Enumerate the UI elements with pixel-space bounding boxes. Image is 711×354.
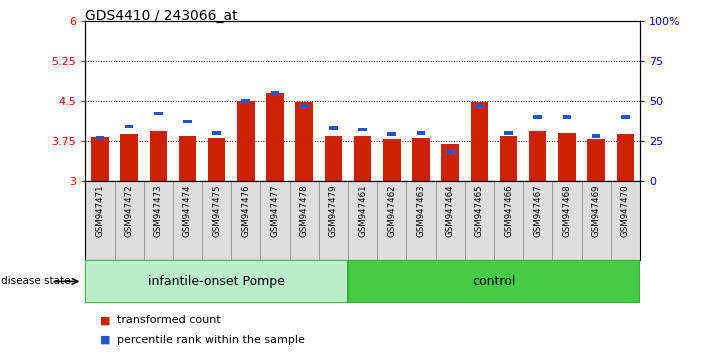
Bar (436, 181, 465, 260)
Text: GSM947471: GSM947471 (95, 184, 105, 237)
Bar (267, 93, 284, 181)
Bar (562, 115, 572, 119)
Bar (471, 103, 488, 181)
Bar (348, 260, 640, 303)
Bar (500, 136, 518, 181)
Bar (348, 181, 378, 260)
Text: GSM947473: GSM947473 (154, 184, 163, 237)
Text: transformed count: transformed count (117, 315, 221, 325)
Text: GSM947467: GSM947467 (533, 184, 542, 237)
Bar (446, 150, 454, 154)
Text: GSM947463: GSM947463 (417, 184, 425, 237)
Text: GSM947477: GSM947477 (271, 184, 279, 237)
Bar (231, 181, 260, 260)
Bar (494, 181, 523, 260)
Text: GSM947479: GSM947479 (329, 184, 338, 237)
Bar (504, 131, 513, 135)
Bar (144, 181, 173, 260)
Bar (183, 120, 192, 124)
Bar (354, 136, 371, 181)
Text: GSM947476: GSM947476 (241, 184, 250, 237)
Bar (582, 181, 611, 260)
Text: ■: ■ (100, 315, 110, 325)
Bar (558, 133, 576, 181)
Bar (611, 181, 640, 260)
Bar (465, 181, 494, 260)
Bar (296, 103, 313, 181)
Bar (475, 104, 483, 108)
Text: percentile rank within the sample: percentile rank within the sample (117, 335, 305, 345)
Text: GSM947465: GSM947465 (475, 184, 484, 237)
Bar (178, 136, 196, 181)
Bar (260, 181, 289, 260)
Bar (91, 137, 109, 181)
Bar (237, 101, 255, 181)
Bar (587, 139, 605, 181)
Bar (114, 181, 144, 260)
Bar (383, 139, 400, 181)
Bar (552, 181, 582, 260)
Bar (442, 144, 459, 181)
Bar (329, 126, 338, 130)
Bar (378, 181, 407, 260)
Text: infantile-onset Pompe: infantile-onset Pompe (148, 275, 285, 288)
Text: ■: ■ (100, 335, 110, 345)
Bar (300, 104, 309, 108)
Text: GSM947466: GSM947466 (504, 184, 513, 237)
Bar (124, 125, 134, 128)
Bar (213, 131, 221, 135)
Text: GSM947464: GSM947464 (446, 184, 454, 237)
Bar (387, 132, 396, 136)
Bar (533, 115, 542, 119)
Bar (85, 181, 114, 260)
Bar (319, 181, 348, 260)
Text: control: control (472, 275, 515, 288)
Text: GDS4410 / 243066_at: GDS4410 / 243066_at (85, 9, 238, 23)
Bar (523, 181, 552, 260)
Bar (173, 181, 202, 260)
Bar (85, 260, 348, 303)
Bar (616, 134, 634, 181)
Bar (120, 134, 138, 181)
Bar (621, 115, 630, 119)
Text: GSM947470: GSM947470 (621, 184, 630, 237)
Bar (149, 131, 167, 181)
Bar (289, 181, 319, 260)
Text: GSM947478: GSM947478 (300, 184, 309, 237)
Text: GSM947475: GSM947475 (212, 184, 221, 237)
Bar (358, 128, 367, 131)
Bar (592, 134, 601, 138)
Text: GSM947461: GSM947461 (358, 184, 367, 237)
Bar (242, 99, 250, 103)
Bar (202, 181, 231, 260)
Bar (417, 131, 425, 135)
Bar (271, 91, 279, 95)
Bar (407, 181, 436, 260)
Text: GSM947468: GSM947468 (562, 184, 572, 237)
Bar (95, 136, 105, 139)
Text: GSM947472: GSM947472 (124, 184, 134, 237)
Bar (412, 137, 429, 181)
Bar (325, 136, 342, 181)
Bar (154, 112, 163, 115)
Text: GSM947462: GSM947462 (387, 184, 396, 237)
Bar (208, 137, 225, 181)
Text: GSM947474: GSM947474 (183, 184, 192, 237)
Bar (529, 131, 547, 181)
Text: GSM947469: GSM947469 (592, 184, 601, 237)
Text: disease state: disease state (1, 276, 70, 286)
